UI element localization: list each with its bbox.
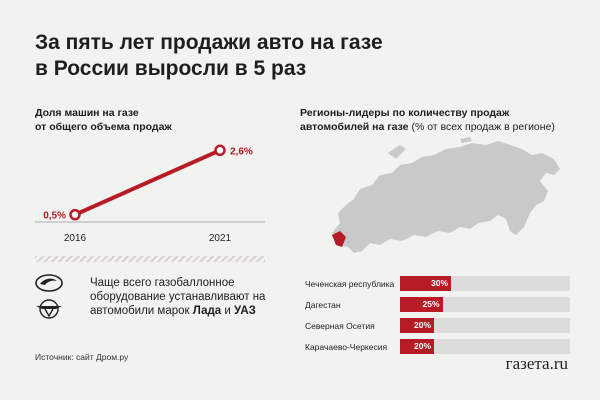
region-value: 25% [422, 299, 440, 309]
region-bar-track: 20% [400, 339, 570, 354]
data-label: 0,5% [43, 211, 66, 222]
line-chart-title-line-1: Доля машин на газе [35, 107, 139, 119]
region-bar: 20% [400, 339, 434, 354]
region-bar-track: 25% [400, 297, 570, 312]
series-line [74, 148, 221, 217]
x-tick-label: 2016 [64, 233, 87, 244]
leader-regions-highlight [332, 231, 346, 247]
region-name: Чеченская республика [305, 279, 395, 289]
uaz-logo-icon [36, 299, 62, 319]
data-point [69, 208, 81, 221]
region-value: 20% [413, 320, 431, 330]
brand-text: Чаще всего газобаллонное оборудование ус… [90, 277, 266, 317]
page-title: За пять лет продажи авто на газе в Росси… [35, 30, 435, 82]
region-bar: 20% [400, 318, 434, 333]
region-bar-track: 20% [400, 318, 570, 333]
regions-title-bold: Регионы-лидеры по количеству продаж авто… [300, 107, 510, 133]
data-label: 2,6% [230, 146, 253, 157]
line-chart-title-line-2: от общего объема продаж [35, 121, 172, 133]
line-chart: 0,5% 2016 2,6% 2021 [35, 144, 265, 244]
region-bar: 25% [400, 297, 443, 312]
north-islands [388, 137, 472, 159]
russia-map [332, 137, 560, 253]
divider-stripe [35, 256, 265, 262]
region-name: Северная Осетия [305, 321, 375, 331]
region-row: Дагестан 25% [300, 297, 570, 318]
regions-title-normal: (% от всех продаж в регионе) [411, 121, 555, 133]
regions-bar-chart: Чеченская республика 30% Дагестан 25% Северн… [300, 276, 570, 360]
line-chart-title: Доля машин на газе от общего объема прод… [35, 106, 172, 134]
data-point [214, 144, 226, 157]
x-tick-label: 2021 [209, 233, 232, 244]
brand-logos [35, 274, 63, 319]
region-value: 20% [413, 341, 431, 351]
page-title-line-2: в России выросли в 5 раз [35, 57, 307, 80]
region-row: Северная Осетия 20% [300, 318, 570, 339]
source-note: Источник: сайт Дром.ру [35, 352, 129, 362]
region-row: Чеченская республика 30% [300, 276, 570, 297]
region-bar: 30% [400, 276, 451, 291]
region-name: Карачаево-Черкесия [305, 342, 388, 352]
brand-and: и [221, 305, 235, 317]
brand-description: Чаще всего газобаллонное оборудование ус… [90, 276, 290, 318]
brand-lada: Лада [192, 305, 222, 317]
brand-uaz: УАЗ [234, 305, 256, 317]
russia-map-shape [332, 141, 560, 253]
region-bar-track: 30% [400, 276, 570, 291]
page-title-line-1: За пять лет продажи авто на газе [35, 31, 383, 54]
regions-chart-title: Регионы-лидеры по количеству продаж авто… [300, 106, 580, 134]
region-row: Карачаево-Черкесия 20% [300, 339, 570, 360]
lada-logo-icon [35, 274, 63, 292]
region-value: 30% [430, 278, 448, 288]
publisher-logo: газета.ru [505, 354, 568, 373]
region-name: Дагестан [305, 300, 341, 310]
